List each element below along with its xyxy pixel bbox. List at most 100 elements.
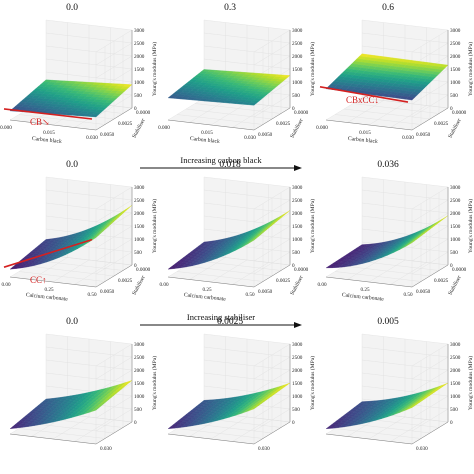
x-tick-label: 0.000: [316, 125, 328, 131]
grid-line: [185, 108, 273, 120]
y-tick-label: 0.0000: [452, 267, 467, 273]
x-axis-label: Calcium carbonate: [342, 292, 385, 302]
y-tick-label: 0.0050: [416, 289, 431, 295]
grid-line: [185, 265, 273, 277]
z-tick-label: 500: [134, 93, 142, 99]
axis-line: [9, 433, 97, 445]
axis-line: [167, 433, 255, 445]
z-tick-label: 500: [292, 250, 300, 256]
y-tick-label: 0.0025: [118, 278, 133, 284]
z-tick-label: 1500: [134, 224, 145, 230]
x-tick-label: 0.50: [87, 292, 96, 298]
x-tick-label: 0.030: [402, 135, 414, 141]
subplot-r3-c3: 0.005 0 500 1000 1500 2000 2500 3000 Young's mod…: [325, 317, 474, 452]
y-tick-label: 0.0050: [416, 132, 431, 138]
z-tick-label: 2500: [292, 355, 303, 361]
grid-line: [343, 422, 431, 434]
surface: [325, 53, 449, 101]
z-tick-label: 2000: [134, 54, 145, 60]
z-tick-label: 3000: [450, 342, 461, 348]
subplot-r3-c2: 0.0025 0 500 1000 1500 2000 2500 3000 Young's mo…: [167, 317, 316, 452]
surface: [9, 205, 133, 270]
subplot-r1-c3: 0.6 0 500 1000 1500 2000 2500 3000 Young's modul…: [316, 3, 474, 145]
axis-line: [325, 276, 413, 288]
trend-arrow: Increasing stabiliser: [140, 312, 302, 328]
z-tick-label: 500: [292, 93, 300, 99]
surface: [325, 382, 449, 429]
x-tick-label: 0.000: [0, 125, 12, 131]
y-tick-label: 0.0000: [452, 110, 467, 116]
grid-line: [74, 419, 111, 442]
grid-line: [343, 108, 431, 120]
z-tick-label: 1000: [450, 80, 461, 86]
z-tick-label: 1500: [450, 67, 461, 73]
x-tick-label: 0.015: [359, 130, 371, 136]
z-tick-label: 2000: [450, 54, 461, 60]
z-tick-label: 2000: [134, 211, 145, 217]
z-tick-label: 0: [134, 420, 137, 426]
annotation-label: CC↑: [30, 275, 47, 285]
surface-patch: [247, 406, 257, 412]
annotation-line: [319, 86, 409, 103]
y-axis-label: Stabiliser: [448, 118, 463, 140]
grid-line: [185, 422, 273, 434]
z-tick-label: 2500: [450, 355, 461, 361]
z-tick-label: 1000: [134, 80, 145, 86]
z-tick-label: 3000: [134, 28, 145, 34]
z-tick-label: 2500: [292, 198, 303, 204]
z-tick-label: 3000: [292, 342, 303, 348]
grid-line: [27, 422, 115, 434]
y-tick-label: 0.0000: [136, 110, 151, 116]
axis-line: [95, 264, 133, 288]
axis-line: [253, 421, 291, 445]
surface: [9, 79, 133, 118]
z-axis-label: Young's modulus (MPa): [309, 199, 316, 253]
grid-line: [390, 419, 427, 442]
grid-line: [27, 265, 115, 277]
z-tick-label: 2000: [134, 368, 145, 374]
x-tick-label: 0.50: [245, 292, 254, 298]
subplot-r2-c2: 0.018 0 500 1000 1500 2000 2500 3000 Young's mod…: [159, 160, 316, 303]
y-axis-label: Stabiliser: [448, 275, 463, 297]
surface-patch: [247, 237, 257, 244]
y-axis-label: Stabiliser: [290, 118, 305, 140]
axis-line: [411, 264, 449, 288]
annotation-line: [3, 108, 93, 120]
z-tick-label: 1000: [134, 394, 145, 400]
surface-patch: [405, 405, 415, 411]
z-tick-label: 3000: [450, 185, 461, 191]
y-tick-label: 0.030: [258, 446, 270, 452]
surface: [325, 215, 449, 269]
axis-line: [253, 107, 291, 131]
z-tick-label: 0: [134, 263, 137, 269]
z-tick-label: 2000: [450, 368, 461, 374]
z-axis-label: Young's modulus (MPa): [151, 42, 158, 96]
y-tick-label: 0.0050: [258, 132, 273, 138]
y-tick-label: 0.030: [416, 446, 428, 452]
z-tick-label: 0: [450, 263, 453, 269]
x-tick-label: 0.000: [158, 125, 170, 131]
x-axis-label: Calcium carbonate: [26, 292, 69, 302]
axis-line: [9, 276, 97, 288]
z-tick-label: 3000: [292, 185, 303, 191]
z-tick-label: 3000: [134, 342, 145, 348]
x-tick-label: 0.25: [360, 287, 369, 293]
grid-line: [194, 103, 282, 114]
grid-line: [232, 105, 269, 128]
axis-line: [95, 421, 133, 445]
z-tick-label: 3000: [134, 185, 145, 191]
subplot-title: 0.0: [66, 3, 78, 13]
y-tick-label: 0.0000: [136, 267, 151, 273]
surface-patch: [405, 240, 415, 247]
z-tick-label: 3000: [292, 28, 303, 34]
arrow-label: Increasing carbon black: [180, 155, 262, 165]
x-axis-label: Calcium carbonate: [184, 292, 227, 302]
grid-line: [74, 262, 111, 285]
grid-line: [361, 97, 449, 109]
axis-line: [253, 264, 291, 288]
x-tick-label: 0.00: [317, 282, 326, 288]
subplot-title: 0.0: [66, 160, 78, 170]
